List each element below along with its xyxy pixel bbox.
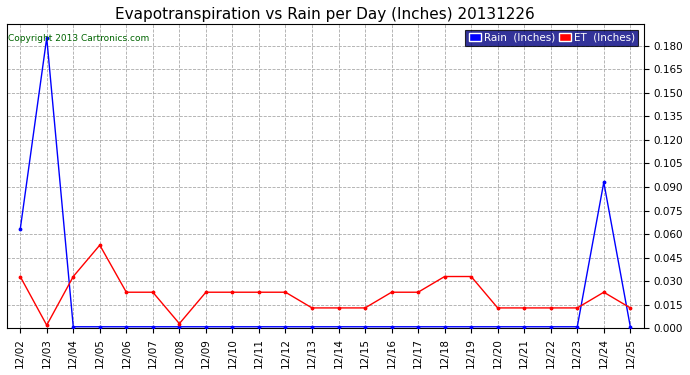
Legend: Rain  (Inches), ET  (Inches): Rain (Inches), ET (Inches) xyxy=(465,30,638,46)
Text: Copyright 2013 Cartronics.com: Copyright 2013 Cartronics.com xyxy=(8,34,149,43)
Title: Evapotranspiration vs Rain per Day (Inches) 20131226: Evapotranspiration vs Rain per Day (Inch… xyxy=(115,7,535,22)
